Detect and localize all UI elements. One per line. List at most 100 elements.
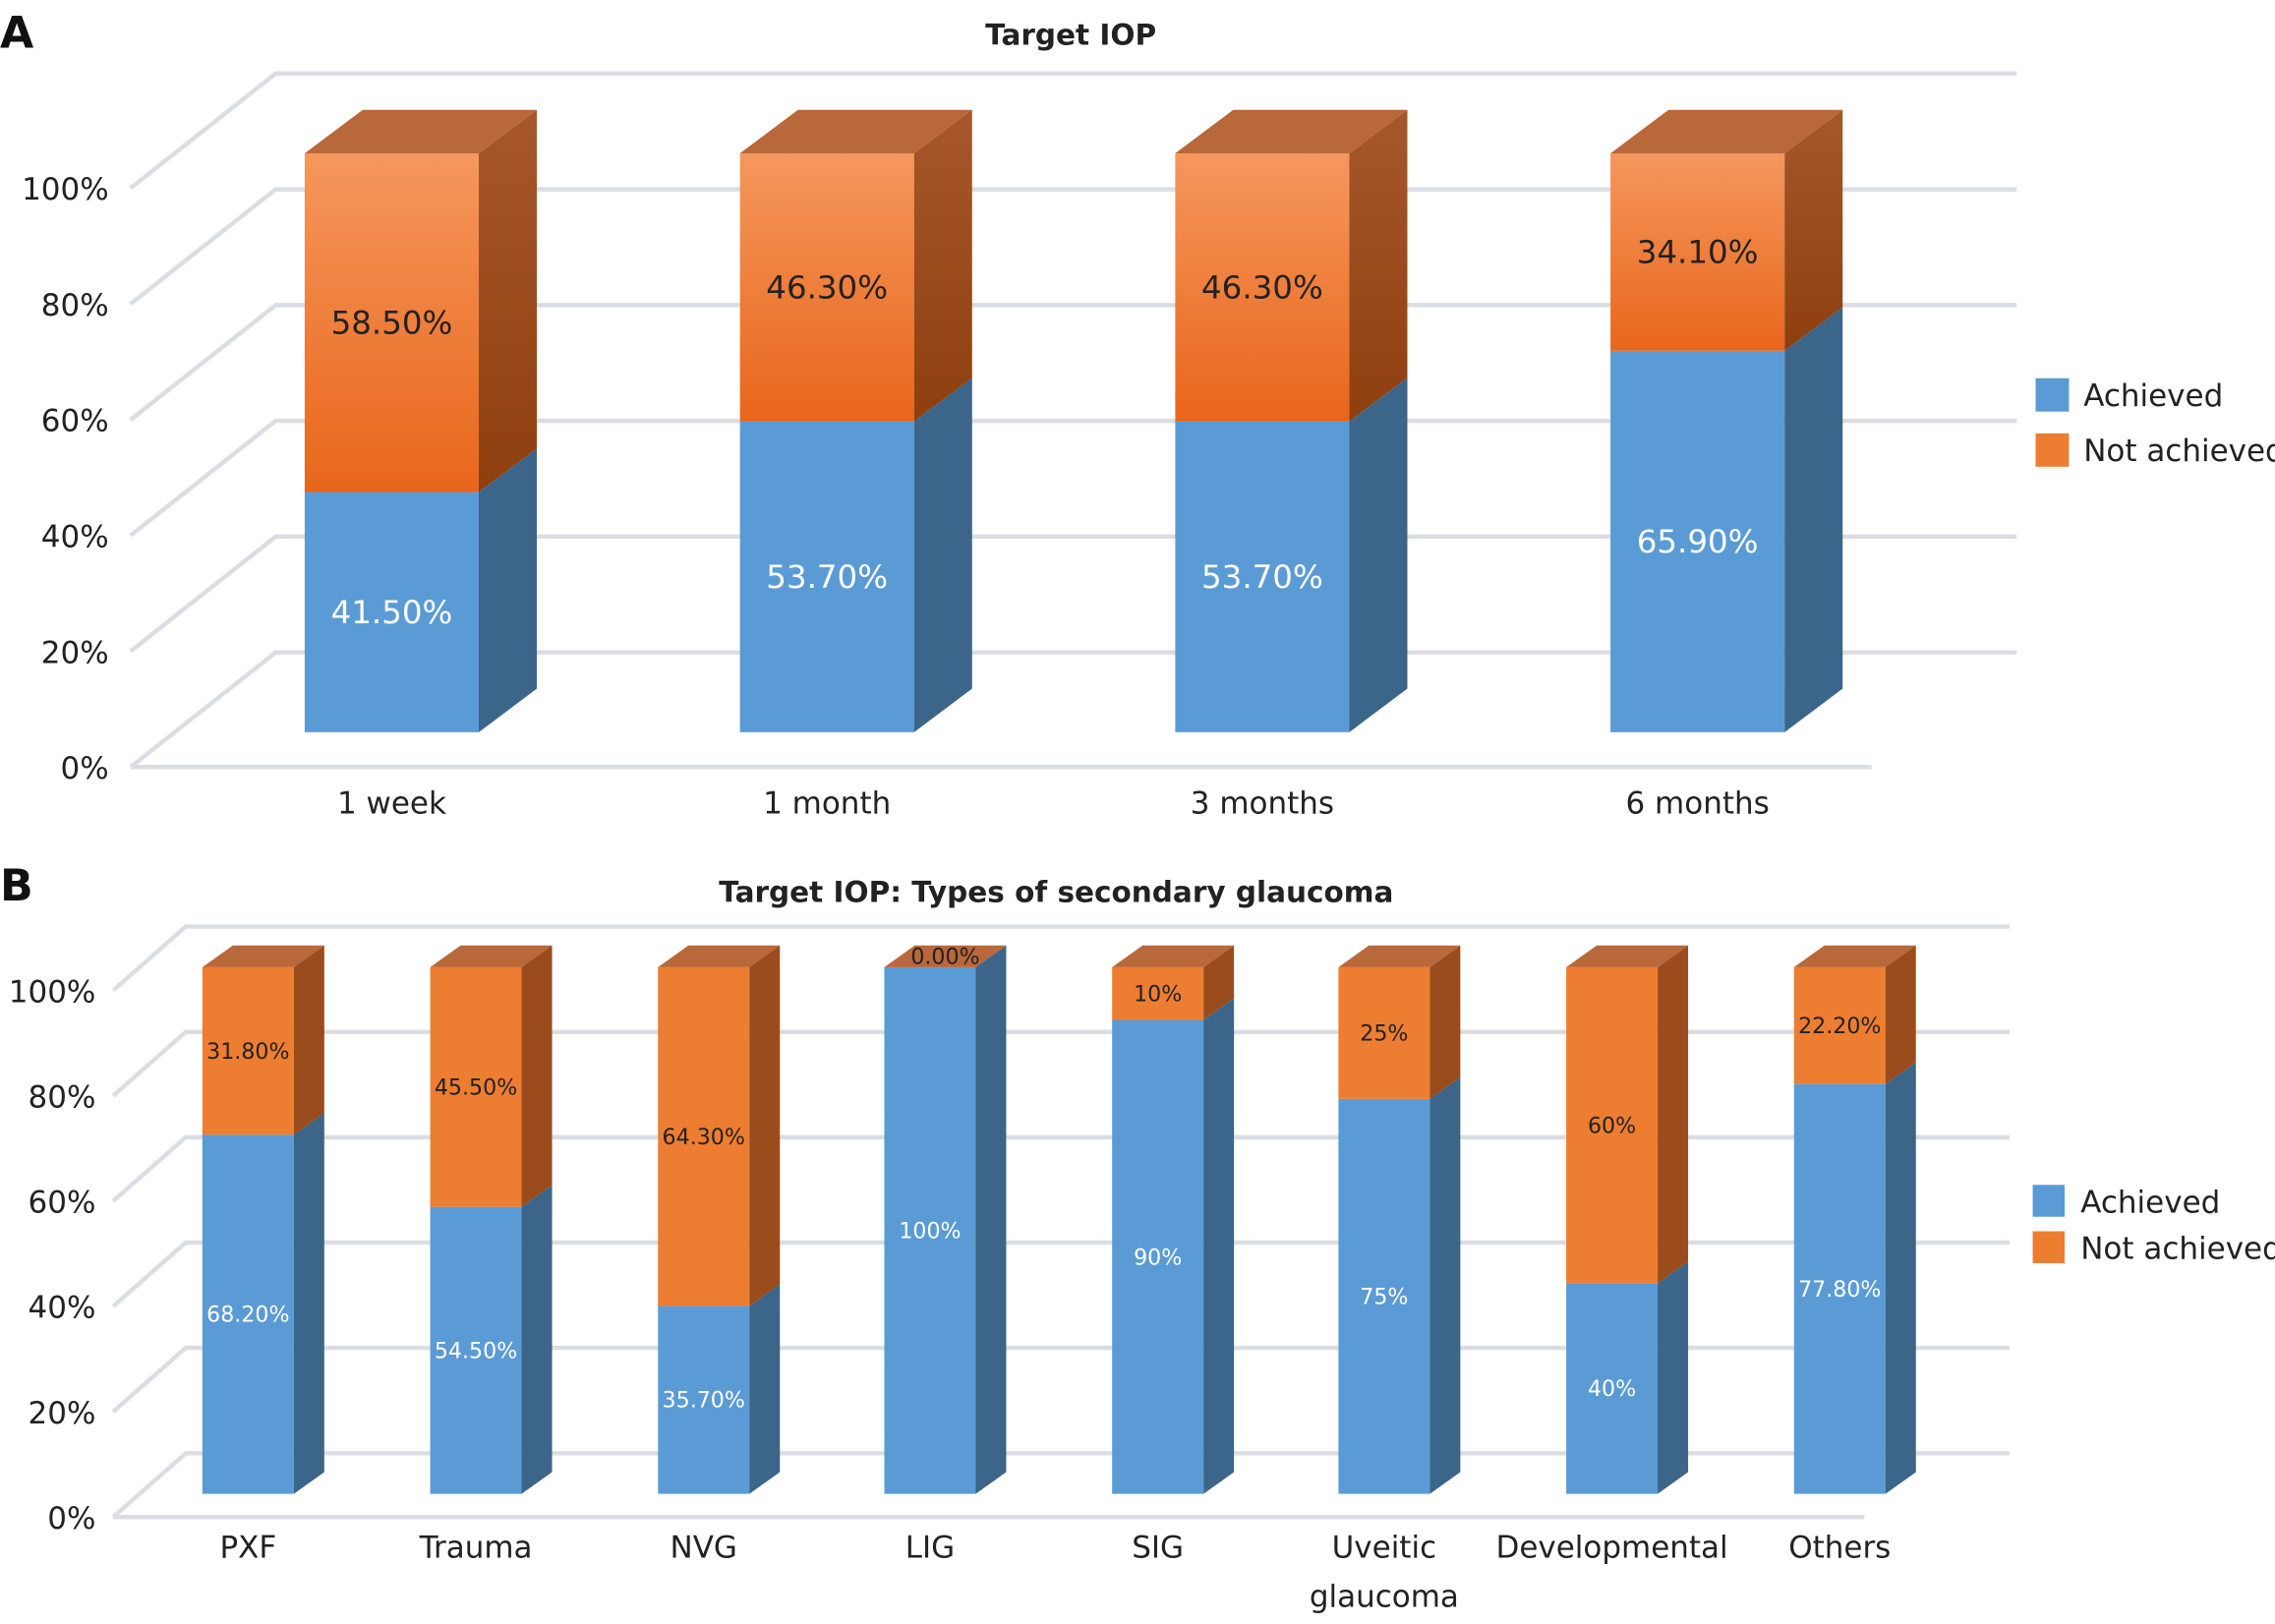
bar-achieved-side <box>1429 1076 1461 1494</box>
chart-a-title: Target IOP <box>985 18 1156 51</box>
legend-swatch-not-achieved <box>2035 433 2070 467</box>
bar-achieved <box>202 1134 294 1494</box>
x-category-label: 1 month <box>763 785 891 821</box>
bar-not-achieved <box>1112 966 1204 1020</box>
data-label-not-achieved: 58.50% <box>331 305 453 342</box>
data-label-not-achieved: 60% <box>1588 1113 1636 1138</box>
gridline <box>111 1029 2010 1098</box>
gridline <box>129 71 2017 191</box>
data-label-achieved: 68.20% <box>206 1303 289 1328</box>
bar-achieved <box>884 966 976 1494</box>
bar-achieved-side <box>293 1113 324 1494</box>
data-label-achieved: 41.50% <box>331 594 453 631</box>
bar-achieved-side <box>1658 1261 1689 1494</box>
bar-group-1-week: 41.50% 58.50% <box>304 109 538 732</box>
data-label-not-achieved: 25% <box>1360 1021 1408 1047</box>
y-tick-label: 60% <box>29 1186 96 1221</box>
bar-not-achieved <box>658 966 750 1306</box>
data-label-not-achieved: 46.30% <box>1201 269 1323 307</box>
bar-group-3-months: 53.70% 46.30% <box>1175 109 1408 732</box>
bar-not-achieved-side <box>749 945 781 1306</box>
bar-achieved <box>1793 1083 1886 1494</box>
bar-achieved <box>1566 1283 1659 1494</box>
bar-not-achieved-side <box>521 945 553 1207</box>
panel-label-b: B <box>0 861 33 911</box>
bar-top <box>1175 109 1408 154</box>
data-label-not-achieved: 0.00% <box>910 945 979 970</box>
data-label-achieved: 77.80% <box>1798 1277 1881 1303</box>
gridline <box>129 303 2017 422</box>
data-label-achieved: 90% <box>1134 1245 1182 1270</box>
x-category-label-line: glaucoma <box>1310 1580 1459 1615</box>
bar-top <box>1338 945 1461 967</box>
x-category-label-line: Uveitic <box>1332 1531 1436 1566</box>
bar-top <box>739 109 972 154</box>
x-category-label: Uveitic glaucoma <box>1310 1531 1459 1615</box>
bar-not-achieved-side <box>479 109 538 493</box>
bar-group-6-months: 65.90% 34.10% <box>1610 109 1843 732</box>
bar-achieved-side <box>1203 998 1235 1494</box>
x-category-label: 3 months <box>1191 785 1334 821</box>
chart-a: A Target IOP 0% 20% 40% 60% 80% 100% 41.50% 58.… <box>0 8 2275 821</box>
data-label-not-achieved: 64.30% <box>663 1125 745 1150</box>
bar-not-achieved-side <box>1885 945 1916 1084</box>
bar-group-sig: 90% 10% <box>1112 945 1235 1494</box>
gridline <box>111 924 2010 993</box>
y-tick-label: 100% <box>9 974 96 1010</box>
bar-achieved <box>658 1305 750 1494</box>
bar-not-achieved <box>304 153 480 493</box>
gridline <box>111 1134 2010 1203</box>
gridline <box>129 418 2017 538</box>
gridline <box>111 1240 2010 1308</box>
y-tick-label: 20% <box>41 635 109 670</box>
x-category-label: PXF <box>219 1531 276 1566</box>
bar-achieved <box>304 492 480 732</box>
y-tick-label: 0% <box>47 1501 95 1537</box>
bar-achieved-side <box>1349 377 1408 732</box>
bar-not-achieved-side <box>1658 945 1689 1284</box>
bar-not-achieved <box>739 153 914 422</box>
x-category-label: Trauma <box>419 1531 533 1566</box>
bar-achieved <box>739 421 914 732</box>
data-label-not-achieved: 34.10% <box>1637 234 1759 271</box>
bar-top <box>304 109 538 154</box>
bar-not-achieved-side <box>1349 109 1408 422</box>
legend-label-not-achieved: Not achieved <box>2083 434 2275 469</box>
data-label-achieved: 53.70% <box>766 558 888 596</box>
data-label-achieved: 65.90% <box>1637 523 1759 560</box>
bar-not-achieved <box>202 966 294 1135</box>
chart-b-title: Target IOP: Types of secondary glaucoma <box>719 875 1393 908</box>
x-category-label: Others <box>1788 1531 1891 1566</box>
y-tick-label: 40% <box>41 520 109 555</box>
bar-not-achieved-side <box>1429 945 1461 1099</box>
bar-achieved-side <box>975 945 1007 1494</box>
y-tick-label: 40% <box>29 1291 96 1326</box>
x-category-label: NVG <box>671 1531 737 1566</box>
bar-group-trauma: 54.50% 45.50% <box>430 945 553 1494</box>
x-category-label: Developmental <box>1495 1531 1727 1566</box>
bar-group-others: 77.80% 22.20% <box>1793 945 1916 1494</box>
x-category-label: SIG <box>1132 1531 1184 1566</box>
bar-group-lig: 100% 0.00% <box>884 945 1007 1494</box>
bar-not-achieved <box>430 966 522 1207</box>
bar-achieved <box>1175 421 1350 732</box>
data-label-achieved: 100% <box>899 1219 961 1245</box>
bar-top <box>884 945 1007 967</box>
bar-group-pxf: 68.20% 31.80% <box>202 945 324 1494</box>
bar-top <box>658 945 781 967</box>
x-category-label: 1 week <box>337 785 446 821</box>
y-tick-label: 80% <box>41 288 109 323</box>
gridline <box>111 1345 2010 1414</box>
bar-not-achieved-side <box>1784 109 1843 351</box>
bar-not-achieved-side <box>1203 945 1235 1020</box>
bar-achieved-side <box>521 1185 553 1494</box>
bar-not-achieved <box>1566 966 1659 1284</box>
bar-achieved <box>430 1206 522 1494</box>
gridline <box>129 650 2017 769</box>
bar-achieved-side <box>749 1284 781 1494</box>
gridline <box>129 534 2017 654</box>
panel-label-a: A <box>0 8 34 58</box>
bar-not-achieved-side <box>293 945 324 1135</box>
y-tick-label: 80% <box>29 1079 96 1115</box>
y-tick-label: 100% <box>22 172 109 207</box>
